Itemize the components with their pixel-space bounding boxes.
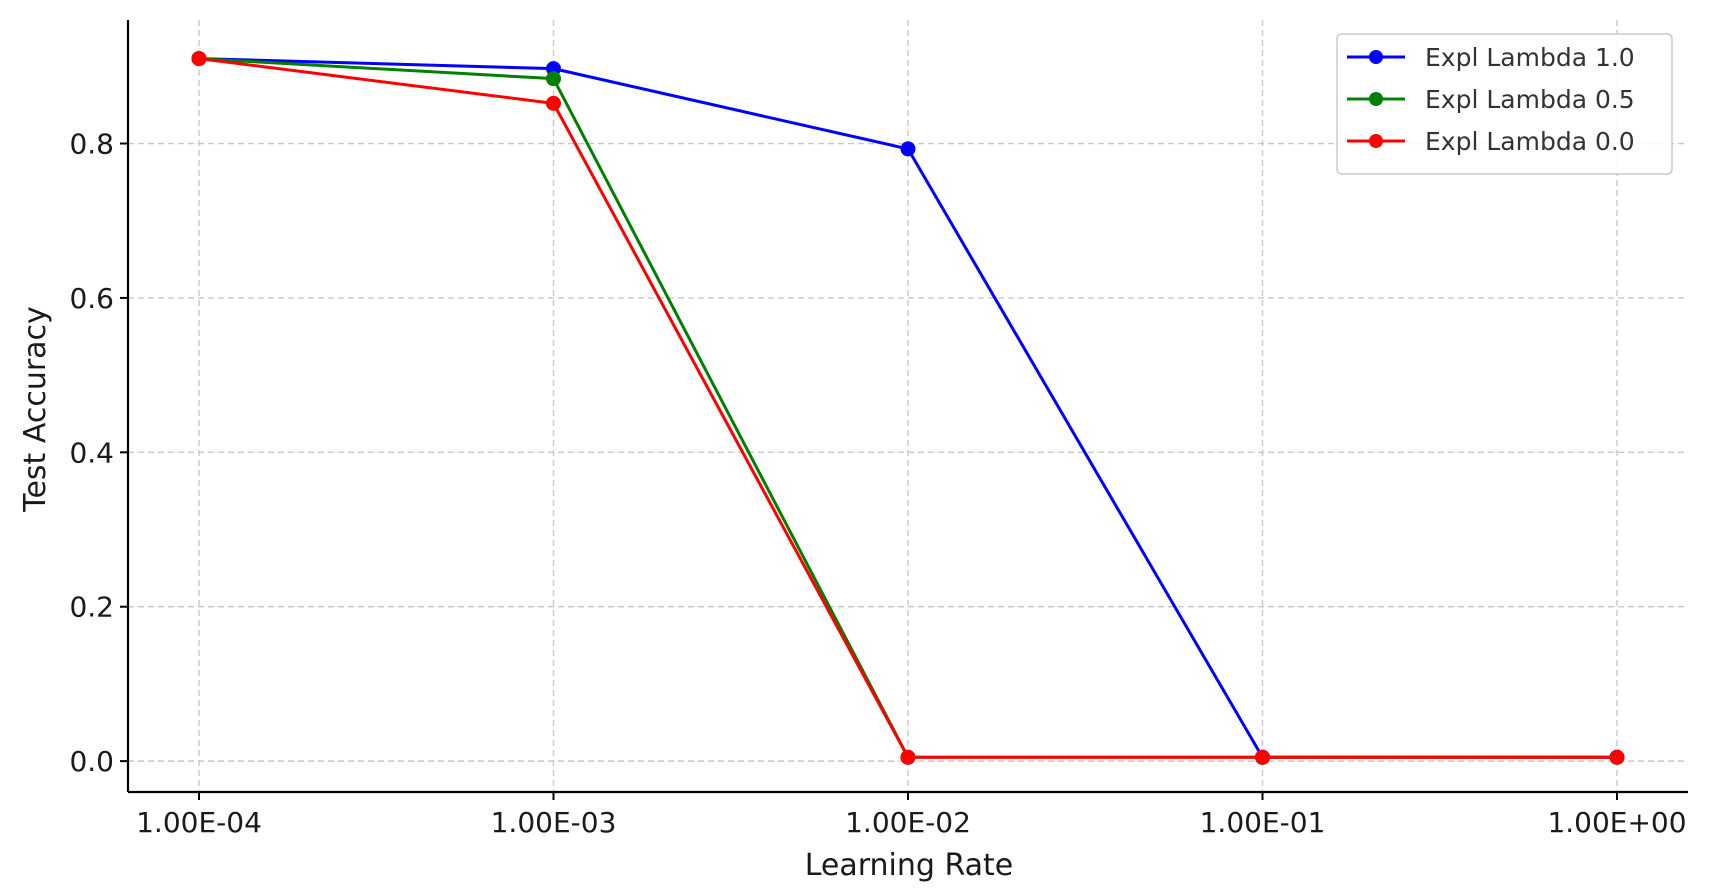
grid — [128, 20, 1688, 792]
series-expl-lambda-0-0 — [191, 51, 1625, 765]
legend-box — [1336, 33, 1673, 175]
data-point — [900, 141, 916, 157]
axes: 1.00E-04 1.00E-03 1.00E-02 1.00E-01 1.00E+00… — [69, 20, 1688, 839]
legend-label: Expl Lambda 0.5 — [1425, 85, 1635, 114]
y-tick-label: 0.6 — [69, 282, 114, 315]
legend-label: Expl Lambda 1.0 — [1425, 43, 1635, 72]
legend: Expl Lambda 1.0 Expl Lambda 0.5 Expl Lambd… — [1336, 33, 1673, 175]
legend-swatch-marker — [1369, 92, 1383, 106]
data-point — [1609, 749, 1625, 765]
legend-swatch-marker — [1369, 134, 1383, 148]
data-point — [191, 51, 207, 67]
x-tick-label: 1.00E-01 — [1200, 806, 1326, 839]
y-tick-label: 0.4 — [69, 436, 114, 469]
y-tick-label: 0.2 — [69, 591, 114, 624]
legend-item: Expl Lambda 0.0 — [1347, 127, 1635, 156]
series-group — [191, 51, 1625, 765]
y-axis-title: Test Accuracy — [18, 306, 53, 513]
data-point — [1255, 749, 1270, 765]
x-tick-label: 1.00E-04 — [136, 806, 262, 839]
x-tick-label: 1.00E+00 — [1547, 806, 1686, 839]
legend-label: Expl Lambda 0.0 — [1425, 127, 1635, 156]
legend-item: Expl Lambda 0.5 — [1347, 85, 1635, 114]
x-axis-title: Learning Rate — [805, 848, 1014, 883]
y-tick-label: 0.0 — [69, 745, 114, 778]
data-point — [900, 749, 916, 765]
x-tick-label: 1.00E-02 — [845, 806, 971, 839]
data-point — [546, 95, 561, 111]
x-tick-label: 1.00E-03 — [491, 806, 617, 839]
data-point — [546, 71, 561, 87]
legend-swatch-marker — [1369, 50, 1383, 64]
legend-item: Expl Lambda 1.0 — [1347, 43, 1635, 72]
y-tick-label: 0.8 — [69, 128, 114, 161]
